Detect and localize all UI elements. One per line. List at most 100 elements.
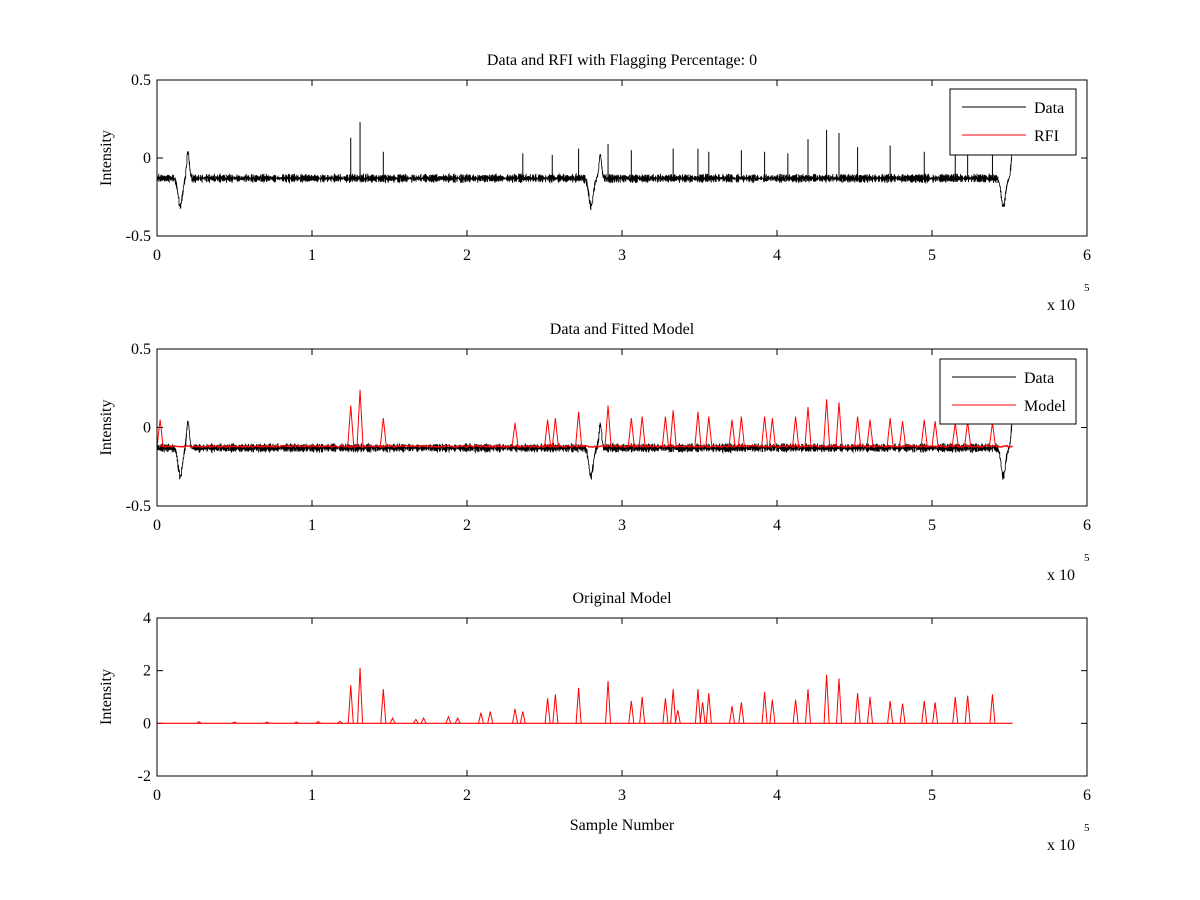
- model-spike: [674, 710, 681, 724]
- model-spike: [823, 674, 830, 724]
- model-spike: [989, 694, 996, 724]
- chart-title: Original Model: [572, 590, 672, 607]
- x-multiplier-exponent: 5: [1084, 552, 1090, 564]
- model-spike: [705, 416, 713, 447]
- legend-label: Model: [1024, 398, 1066, 415]
- x-tick-label: 4: [773, 247, 781, 264]
- x-axis-label: Sample Number: [570, 817, 675, 834]
- model-spike: [420, 716, 427, 724]
- chart-panel-1: Data and RFI with Flagging Percentage: 0…: [98, 52, 1091, 314]
- model-spike: [761, 691, 768, 724]
- legend-box: [939, 358, 1077, 425]
- x-tick-label: 4: [773, 787, 781, 804]
- model-spike: [867, 696, 873, 724]
- model-spike: [575, 411, 583, 447]
- legend-box: [949, 88, 1077, 156]
- model-spike: [347, 685, 354, 724]
- x-multiplier-base: x 10: [1047, 567, 1075, 584]
- x-tick-label: 4: [773, 517, 781, 534]
- y-tick-label: 2: [143, 663, 151, 680]
- x-tick-label: 6: [1083, 787, 1091, 804]
- chart-panel-3: Original Model Intensity Sample Number 0 1 2 3…: [98, 590, 1091, 854]
- model-spike: [511, 422, 519, 447]
- y-axis-label: Intensity: [98, 669, 115, 725]
- model-spike: [705, 693, 712, 724]
- x-tick-label: 1: [308, 247, 316, 264]
- model-spike: [347, 405, 355, 447]
- axes-frame: [156, 79, 1088, 237]
- model-spike: [389, 716, 396, 724]
- model-spike: [854, 693, 861, 724]
- x-multiplier-base: x 10: [1047, 297, 1075, 314]
- chart-panel-2: Data and Fitted Model Intensity 0 1 2 3 4 5 6 -0.…: [98, 321, 1091, 584]
- model-spike: [628, 700, 635, 724]
- x-tick-label: 2: [463, 247, 471, 264]
- model-spike: [670, 689, 677, 724]
- model-spike: [639, 696, 646, 724]
- model-spike: [931, 421, 939, 447]
- legend: Data RFI: [949, 88, 1077, 156]
- model-spike: [552, 694, 559, 724]
- x-tick-label: 3: [618, 247, 626, 264]
- model-spike: [866, 419, 874, 447]
- y-axis-label: Intensity: [98, 400, 115, 456]
- model-spike: [264, 721, 270, 724]
- model-spike: [605, 681, 612, 724]
- model-spike: [964, 421, 972, 447]
- y-tick-label: -2: [138, 768, 151, 785]
- model-spike: [823, 399, 831, 447]
- model-spike: [231, 721, 238, 724]
- model-spike: [738, 702, 745, 724]
- legend: Data Model: [939, 358, 1077, 425]
- chart-title: Data and Fitted Model: [550, 321, 695, 338]
- legend-label: RFI: [1034, 128, 1059, 145]
- model-spike: [669, 410, 677, 447]
- model-spike: [512, 708, 519, 724]
- model-spike: [729, 706, 736, 724]
- model-spike: [694, 689, 701, 724]
- model-spike: [544, 698, 551, 724]
- y-tick-label: 0: [143, 420, 151, 437]
- x-tick-label: 5: [928, 787, 936, 804]
- model-spike: [694, 411, 702, 447]
- y-tick-label: 4: [143, 610, 151, 627]
- x-tick-label: 5: [928, 517, 936, 534]
- model-spike: [380, 689, 387, 724]
- model-spike: [356, 389, 364, 447]
- data-series-line: [157, 419, 1013, 480]
- legend-label: Data: [1034, 100, 1064, 117]
- model-series-line: [159, 444, 1013, 449]
- model-spike: [477, 712, 484, 724]
- y-tick-label: -0.5: [126, 228, 151, 245]
- model-spike: [964, 695, 971, 724]
- model-spike: [836, 678, 842, 724]
- model-spike: [293, 721, 300, 724]
- model-spike: [487, 711, 494, 724]
- model-spike: [835, 402, 843, 447]
- y-tick-label: 0: [143, 715, 151, 732]
- y-tick-label: 0: [143, 150, 151, 167]
- model-spike: [315, 720, 321, 724]
- x-tick-label: 6: [1083, 517, 1091, 534]
- model-spike: [551, 418, 559, 447]
- model-spike: [604, 405, 612, 447]
- model-spike: [952, 696, 959, 724]
- axes-frame: [156, 348, 1088, 507]
- model-spike: [379, 418, 387, 447]
- model-spike: [761, 416, 769, 447]
- y-tick-label: -0.5: [126, 498, 151, 515]
- model-spike: [412, 718, 419, 724]
- x-tick-label: 3: [618, 517, 626, 534]
- model-spike: [575, 687, 582, 724]
- model-spike: [196, 721, 202, 724]
- model-spike: [899, 421, 907, 447]
- model-spike: [920, 419, 928, 447]
- model-spike: [899, 703, 906, 724]
- x-tick-label: 6: [1083, 247, 1091, 264]
- model-spike: [854, 416, 862, 447]
- model-spike: [445, 715, 452, 724]
- axes-frame: [156, 617, 1088, 777]
- x-tick-label: 1: [308, 517, 316, 534]
- model-spike: [932, 702, 939, 724]
- model-spike: [988, 422, 996, 447]
